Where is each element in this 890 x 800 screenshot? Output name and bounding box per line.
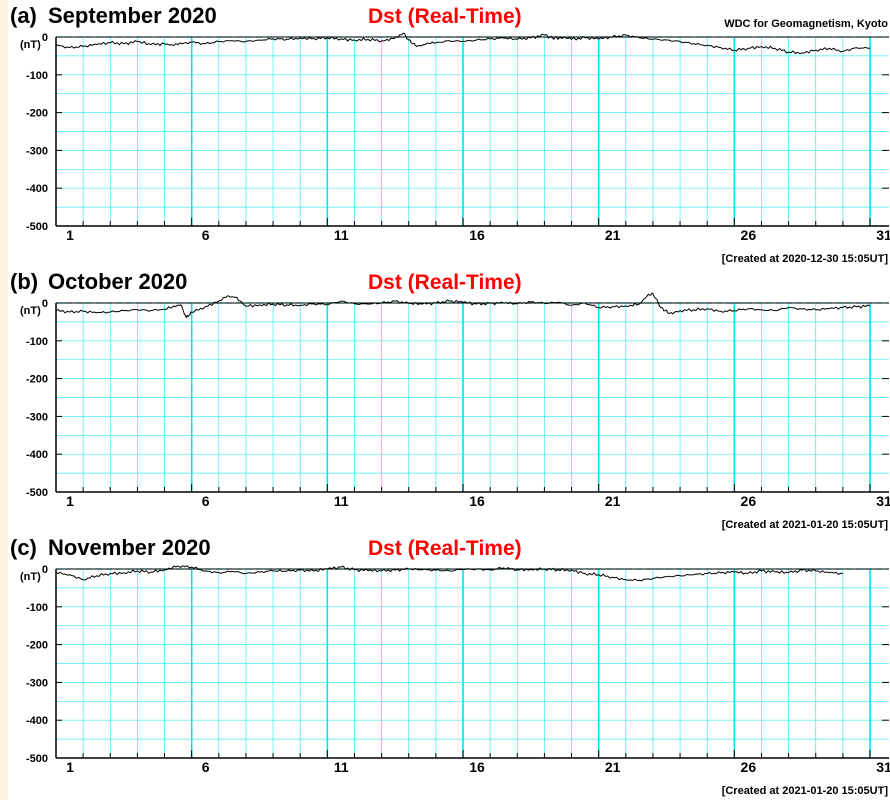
x-tick-label: 21 — [605, 227, 621, 243]
y-tick-label: -100 — [26, 336, 48, 348]
month-title: November 2020 — [48, 535, 211, 560]
y-tick-label: -200 — [26, 108, 48, 120]
header-note: WDC for Geomagnetism, Kyoto — [724, 18, 888, 30]
y-tick-label: 0 — [42, 32, 48, 44]
y-unit-label: (nT) — [20, 571, 41, 583]
x-tick-label: 16 — [469, 493, 485, 509]
x-tick-label: 26 — [741, 227, 757, 243]
month-title: October 2020 — [48, 269, 187, 294]
left-border-strip — [0, 0, 8, 800]
y-tick-label: -500 — [26, 753, 48, 765]
created-timestamp: [Created at 2021-01-20 15:05UT] — [722, 519, 889, 531]
y-tick-label: 0 — [42, 564, 48, 576]
x-tick-label: 21 — [605, 759, 621, 775]
x-tick-label: 6 — [202, 227, 210, 243]
x-tick-label: 11 — [334, 759, 349, 775]
panel-label: (b) — [10, 269, 38, 294]
index-title: Dst (Real-Time) — [368, 271, 522, 294]
x-tick-label: 31 — [876, 227, 890, 243]
x-tick-label: 26 — [741, 759, 757, 775]
created-timestamp: [Created at 2021-01-20 15:05UT] — [722, 785, 889, 797]
y-unit-label: (nT) — [20, 305, 41, 317]
x-tick-label: 6 — [202, 759, 210, 775]
x-tick-label: 16 — [469, 227, 485, 243]
x-tick-label: 6 — [202, 493, 210, 509]
y-tick-label: -200 — [26, 640, 48, 652]
y-tick-label: -300 — [26, 145, 48, 157]
y-tick-label: -100 — [26, 602, 48, 614]
index-title: Dst (Real-Time) — [368, 537, 522, 560]
y-tick-label: -400 — [26, 183, 48, 195]
y-tick-label: -500 — [26, 221, 48, 233]
y-tick-label: -100 — [26, 70, 48, 82]
y-tick-label: -400 — [26, 715, 48, 727]
y-tick-label: -300 — [26, 677, 48, 689]
x-tick-label: 11 — [334, 493, 349, 509]
x-tick-label: 21 — [605, 493, 621, 509]
panel-label: (a) — [10, 3, 37, 28]
x-tick-label: 31 — [876, 493, 890, 509]
y-unit-label: (nT) — [20, 39, 41, 51]
x-tick-label: 1 — [66, 227, 74, 243]
dst-trace-line — [55, 565, 843, 582]
y-tick-label: -500 — [26, 487, 48, 499]
x-tick-label: 1 — [66, 493, 74, 509]
x-tick-label: 1 — [66, 759, 74, 775]
panel-label: (c) — [10, 535, 37, 560]
x-tick-label: 26 — [741, 493, 757, 509]
y-tick-label: -400 — [26, 449, 48, 461]
x-tick-label: 31 — [876, 759, 890, 775]
x-tick-label: 11 — [334, 227, 349, 243]
dst-trace-line — [55, 292, 871, 319]
x-tick-label: 16 — [469, 759, 485, 775]
created-timestamp: [Created at 2020-12-30 15:05UT] — [722, 253, 889, 265]
dst-trace-line — [55, 32, 870, 55]
y-tick-label: -300 — [26, 411, 48, 423]
index-title: Dst (Real-Time) — [368, 5, 522, 28]
y-tick-label: 0 — [42, 298, 48, 310]
y-tick-label: -200 — [26, 374, 48, 386]
month-title: September 2020 — [48, 3, 217, 28]
